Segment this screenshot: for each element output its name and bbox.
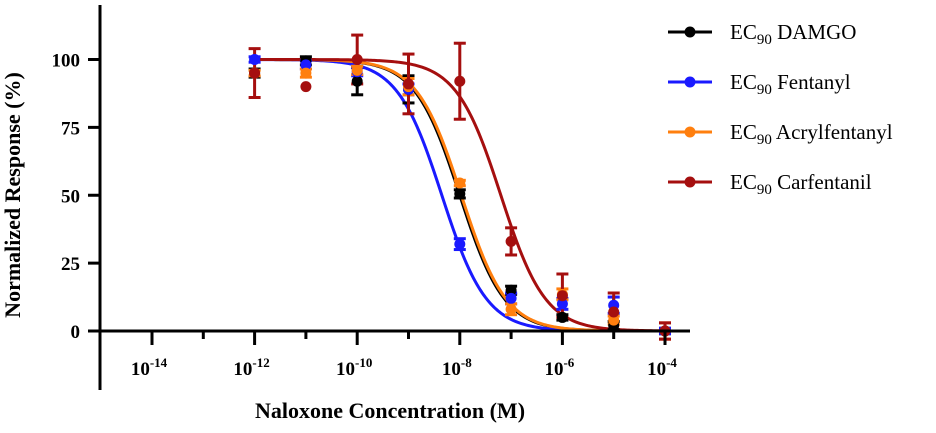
y-tick-label: 75 bbox=[61, 118, 80, 139]
y-axis-label: Normalized Response (%) bbox=[0, 72, 25, 318]
data-point bbox=[403, 78, 414, 90]
data-point bbox=[454, 238, 466, 250]
data-point bbox=[300, 67, 312, 79]
legend: EC90 DAMGO EC90 Fentanyl EC90 Acrylfentany… bbox=[668, 20, 893, 198]
data-point bbox=[249, 67, 261, 79]
x-tick-label: 10-10 bbox=[336, 355, 372, 380]
data-point bbox=[351, 64, 363, 76]
data-point bbox=[351, 75, 363, 87]
x-ticks: 10-14 10-12 10-10 10-8 10-6 10-4 bbox=[131, 331, 677, 380]
x-tick-label: 10-14 bbox=[131, 355, 168, 380]
data-point bbox=[300, 59, 312, 71]
y-tick-label: 100 bbox=[52, 51, 81, 72]
data-point bbox=[300, 81, 312, 93]
legend-label: EC90 Fentanyl bbox=[730, 70, 851, 98]
data-point bbox=[556, 290, 568, 302]
data-point bbox=[454, 177, 466, 189]
data-point bbox=[556, 311, 568, 323]
data-point bbox=[556, 298, 568, 310]
axes bbox=[98, 5, 690, 390]
y-ticks: 0 25 50 75 100 bbox=[52, 51, 100, 343]
legend-marker bbox=[684, 176, 696, 188]
y-tick-label: 25 bbox=[61, 254, 80, 275]
data-point bbox=[505, 284, 517, 296]
legend-label: EC90 DAMGO bbox=[730, 20, 856, 48]
y-tick-label: 0 bbox=[71, 322, 81, 343]
data-point bbox=[505, 292, 517, 304]
data-point bbox=[454, 75, 466, 87]
data-point bbox=[351, 54, 363, 65]
data-point bbox=[249, 54, 261, 65]
legend-label: EC90 Acrylfentanyl bbox=[730, 120, 893, 148]
data-point bbox=[608, 314, 620, 326]
y-tick-label: 50 bbox=[61, 186, 80, 207]
x-tick-label: 10-8 bbox=[442, 355, 472, 380]
legend-marker bbox=[684, 126, 696, 138]
legend-marker bbox=[684, 76, 696, 88]
legend-label: EC90 Carfentanil bbox=[730, 170, 872, 198]
x-tick-label: 10-12 bbox=[233, 355, 269, 380]
data-point bbox=[505, 235, 517, 247]
data-point bbox=[608, 306, 620, 318]
data-point bbox=[454, 188, 466, 200]
data-point bbox=[505, 303, 517, 315]
x-tick-label: 10-4 bbox=[647, 355, 677, 380]
legend-marker bbox=[684, 26, 696, 38]
x-axis-label: Naloxone Concentration (M) bbox=[255, 398, 525, 423]
x-tick-label: 10-6 bbox=[544, 355, 574, 380]
data-points bbox=[249, 54, 671, 337]
